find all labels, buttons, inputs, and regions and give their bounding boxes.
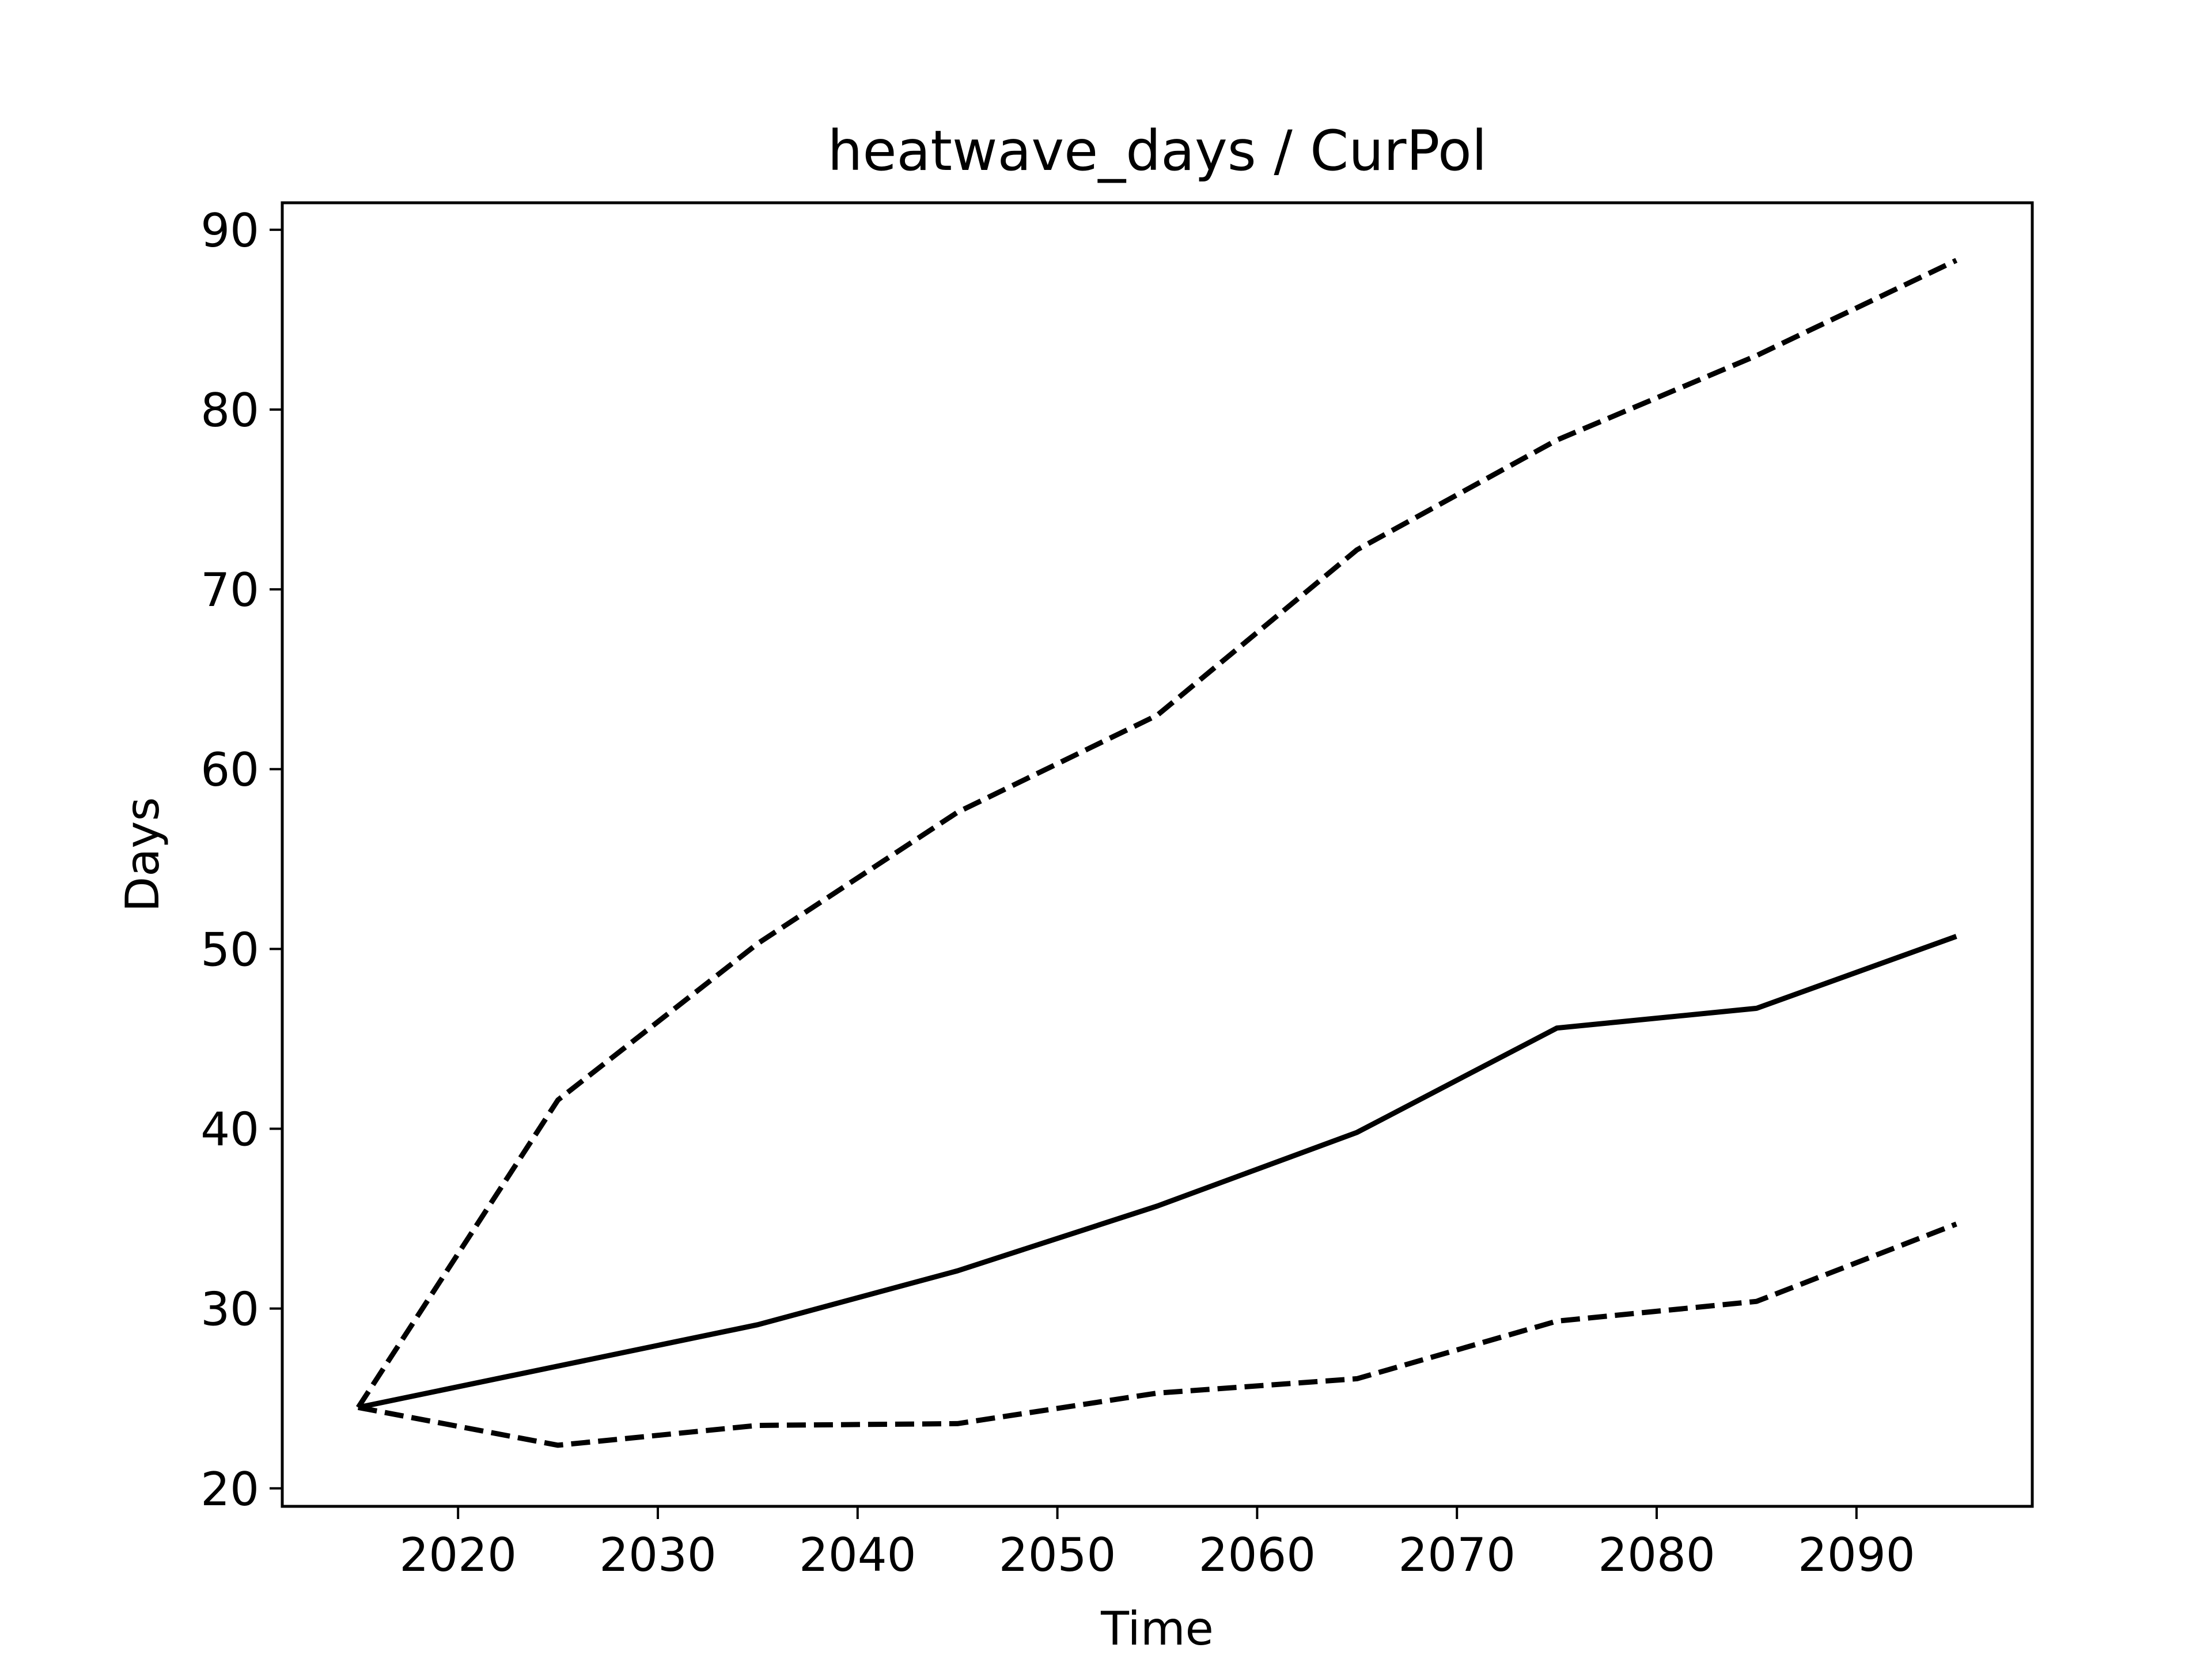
y-tick-label: 30	[200, 1283, 259, 1336]
series-line-solid	[357, 934, 1957, 1410]
chart-title: heatwave_days / CurPol	[828, 119, 1487, 183]
x-tick-label: 2090	[1798, 1528, 1915, 1582]
ticks-layer: 2020 2030 2040 2050 2060 2070 2080 209020304050…	[200, 204, 1915, 1582]
plot-frame	[281, 201, 2034, 1508]
x-tick-label: 2080	[1598, 1528, 1715, 1582]
y-tick-label: 60	[200, 743, 259, 797]
y-axis-label: Days	[116, 797, 169, 912]
series-layer	[356, 257, 1958, 1448]
y-tick-label: 50	[200, 923, 259, 976]
x-tick-label: 2040	[799, 1528, 916, 1582]
x-axis-label: Time	[1100, 1602, 1214, 1656]
y-tick-label: 20	[200, 1463, 259, 1516]
x-tick-label: 2070	[1398, 1528, 1516, 1582]
x-tick-label: 2020	[399, 1528, 517, 1582]
y-tick-label: 80	[200, 384, 259, 437]
y-tick-label: 90	[200, 204, 259, 257]
x-tick-label: 2060	[1199, 1528, 1316, 1582]
y-tick-label: 40	[200, 1103, 259, 1157]
x-tick-label: 2050	[999, 1528, 1116, 1582]
x-tick-label: 2030	[599, 1528, 717, 1582]
series-line-dashed-1	[356, 257, 1958, 1409]
y-tick-label: 70	[200, 563, 259, 617]
